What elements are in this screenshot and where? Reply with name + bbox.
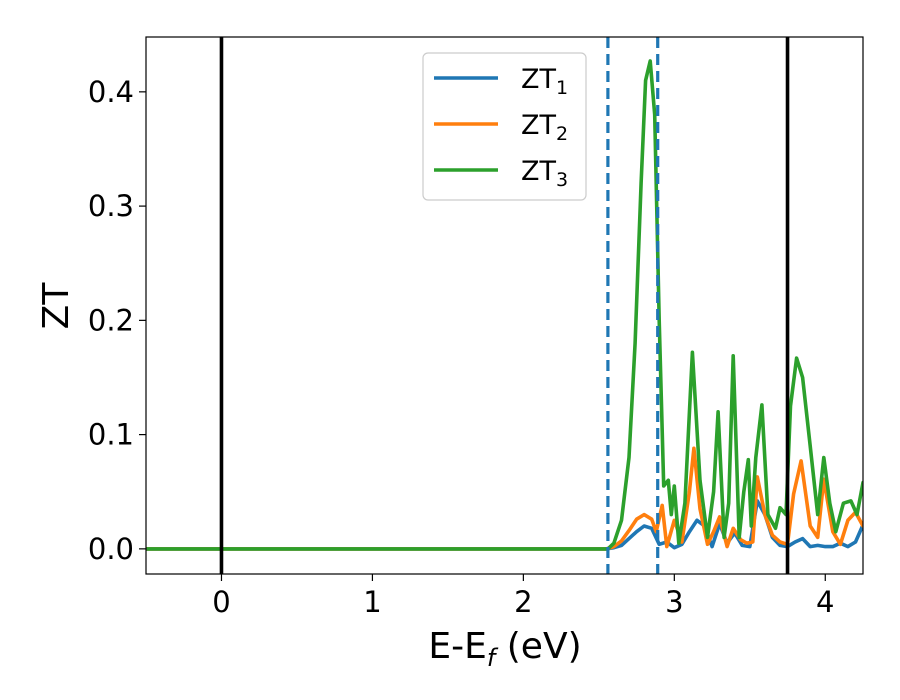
ticks: 0 1 2 3 4 0.0 0.1 0.2 0.3 0.4 [88,75,835,619]
plot-area [146,37,863,574]
legend-label-3: ZT3 [521,156,568,191]
legend-label-1: ZT1 [521,64,568,99]
y-tick-label-0: 0.0 [88,532,134,566]
series-line-3 [146,59,863,551]
x-axis-label: E-Ef (eV) [428,626,581,672]
legend: ZT1 ZT2 ZT3 [422,52,587,201]
y-axis-label: ZT [36,282,77,330]
y-tick-label-2: 0.2 [88,303,134,337]
x-tick-label-3: 3 [665,585,683,619]
y-tick-label-1: 0.1 [88,418,134,452]
x-axis-label-main: E-E [428,626,486,667]
x-axis-label-unit: (eV) [495,626,581,667]
x-tick-label-2: 2 [514,585,532,619]
legend-label-2: ZT2 [521,110,568,145]
x-tick-label-4: 4 [816,585,834,619]
x-tick-label-1: 1 [363,585,381,619]
series-line-2 [146,446,863,551]
axes-frame [145,36,864,575]
legend-box [422,52,587,201]
y-tick-label-4: 0.4 [88,75,134,109]
y-tick-label-3: 0.3 [88,189,134,223]
x-tick-label-0: 0 [212,585,230,619]
